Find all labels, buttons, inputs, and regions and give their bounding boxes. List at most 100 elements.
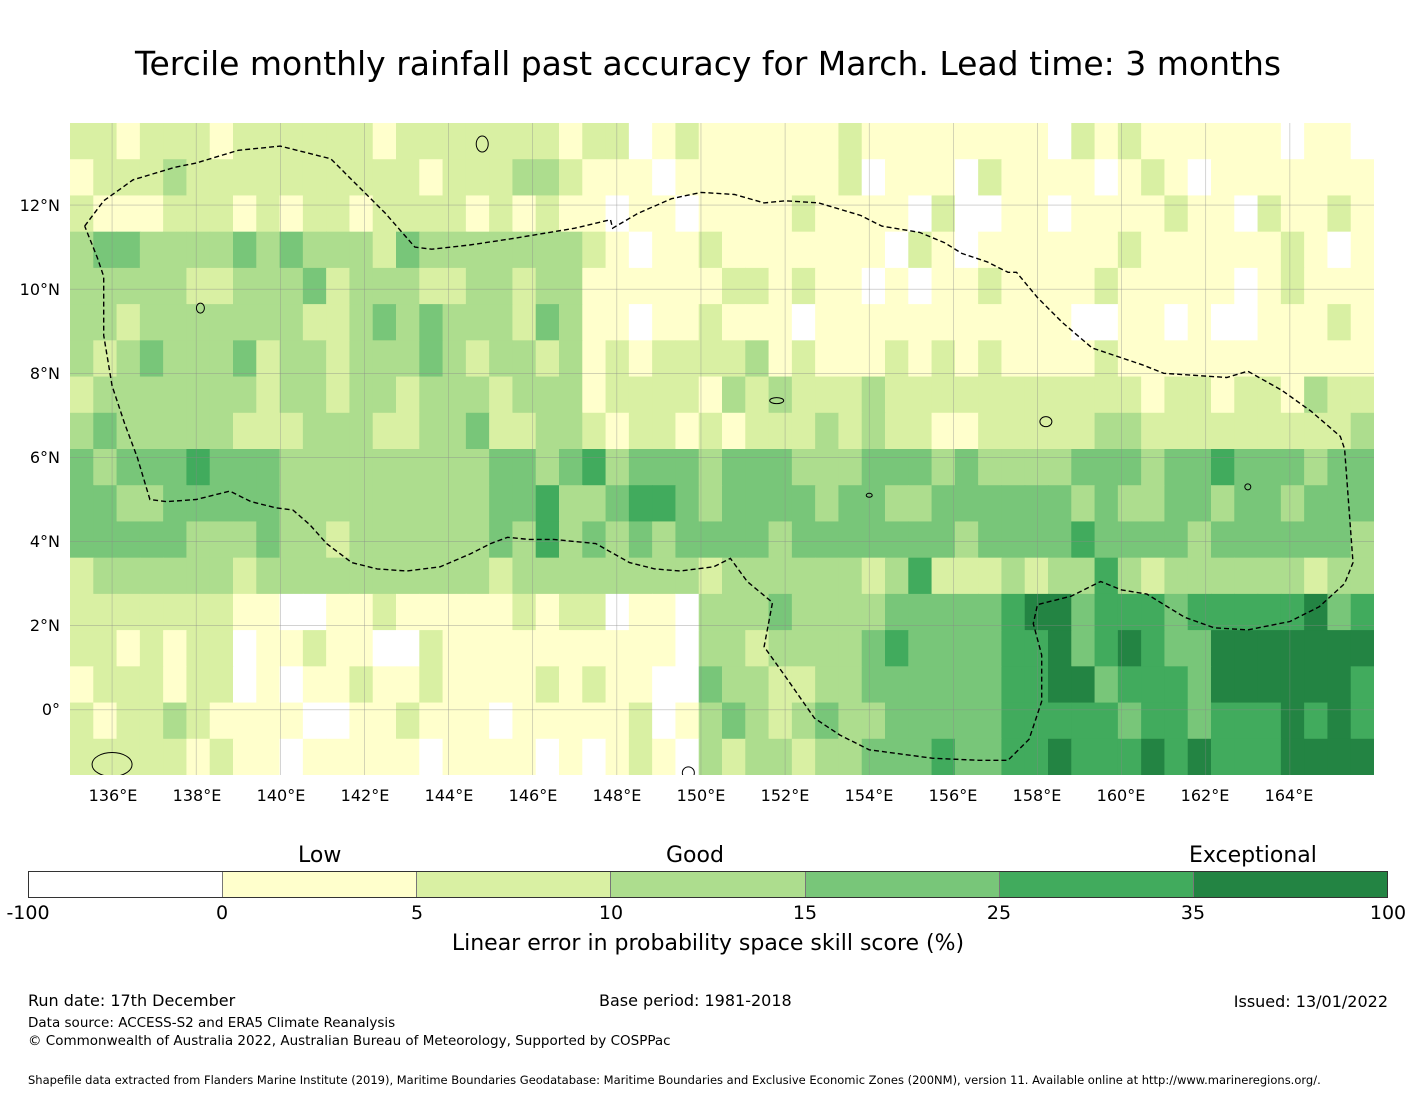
skill-cell — [582, 593, 607, 631]
skill-cell — [1141, 557, 1166, 595]
skill-cell — [302, 412, 327, 450]
skill-cell — [698, 666, 723, 704]
skill-cell — [93, 340, 118, 378]
skill-cell — [186, 738, 211, 775]
skill-cell — [652, 195, 677, 233]
skill-cell — [209, 412, 234, 450]
skill-cell — [559, 304, 583, 341]
skill-cell — [1234, 231, 1259, 269]
skill-cell — [722, 304, 746, 341]
skill-cell — [209, 304, 234, 341]
skill-cell — [1187, 231, 1212, 269]
skill-cell — [605, 593, 630, 631]
skill-cell — [116, 630, 141, 667]
colorbar-bin — [805, 872, 1000, 897]
skill-cell — [1350, 521, 1374, 559]
skill-cell — [605, 123, 630, 160]
skill-cell — [698, 557, 723, 595]
skill-cell — [1024, 666, 1049, 704]
skill-cell — [908, 267, 933, 305]
skill-cell — [1327, 738, 1352, 775]
skill-cell — [163, 449, 188, 486]
skill-cell — [582, 159, 607, 197]
skill-cell — [1234, 630, 1259, 667]
skill-cell — [628, 702, 653, 740]
skill-cell — [442, 304, 467, 341]
skill-cell — [93, 630, 118, 667]
lon-label: 138°E — [172, 786, 222, 805]
skill-cell — [186, 557, 211, 595]
skill-cell — [349, 449, 374, 486]
skill-cell — [442, 340, 467, 378]
skill-cell — [1187, 159, 1212, 197]
skill-cell — [605, 630, 630, 667]
skill-cell — [1327, 557, 1352, 595]
skill-cell — [1024, 195, 1049, 233]
skill-cell — [1024, 123, 1049, 160]
skill-cell — [698, 412, 723, 450]
skill-cell — [302, 738, 327, 775]
skill-cell — [1048, 195, 1072, 233]
skill-cell — [535, 557, 560, 595]
skill-cell — [1211, 304, 1235, 341]
skill-cell — [698, 123, 723, 160]
skill-cell — [722, 412, 746, 450]
skill-cell — [652, 702, 677, 740]
skill-cell — [70, 738, 94, 775]
skill-cell — [256, 123, 281, 160]
skill-cell — [582, 702, 607, 740]
skill-cell — [535, 123, 560, 160]
skill-cell — [1048, 630, 1072, 667]
skill-cell — [256, 412, 281, 450]
skill-cell — [1117, 702, 1142, 740]
skill-cell — [116, 412, 141, 450]
skill-cell — [1048, 304, 1072, 341]
skill-cell — [768, 159, 793, 197]
colorbar-tick: -100 — [6, 902, 50, 924]
skill-cell — [1327, 195, 1352, 233]
skill-cell — [465, 666, 490, 704]
skill-cell — [1187, 449, 1212, 486]
skill-cell — [559, 267, 583, 305]
skill-cell — [838, 557, 863, 595]
issued-date: Issued: 13/01/2022 — [1233, 992, 1388, 1011]
lon-label: 156°E — [928, 786, 978, 805]
skill-cell — [559, 485, 583, 523]
colorbar-bin — [611, 872, 806, 897]
skill-cell — [279, 557, 304, 595]
skill-cell — [838, 738, 863, 775]
skill-cell — [1094, 738, 1119, 775]
skill-cell — [535, 267, 560, 305]
skill-cell — [605, 666, 630, 704]
skill-cell — [1327, 231, 1352, 269]
skill-cell — [978, 267, 1003, 305]
skill-cell — [512, 412, 537, 450]
skill-cell — [326, 304, 351, 341]
skill-cell — [1304, 195, 1329, 233]
skill-cell — [1234, 376, 1259, 414]
skill-cell — [1304, 231, 1329, 269]
skill-cell — [535, 376, 560, 414]
skill-cell — [1024, 412, 1049, 450]
skill-cell — [628, 376, 653, 414]
skill-cell — [326, 267, 351, 305]
skill-cell — [815, 630, 840, 667]
skill-cell — [186, 412, 211, 450]
skill-cell — [372, 557, 397, 595]
skill-cell — [931, 412, 956, 450]
skill-cell — [559, 340, 583, 378]
colorbar-tick: 15 — [792, 902, 818, 924]
skill-cell — [791, 666, 816, 704]
skill-cell — [512, 159, 537, 197]
skill-cell — [70, 304, 94, 341]
skill-cell — [326, 231, 351, 269]
skill-cell — [1141, 449, 1166, 486]
skill-cell — [1001, 738, 1026, 775]
skill-cell — [559, 666, 583, 704]
skill-cell — [396, 123, 420, 160]
skill-cell — [209, 666, 234, 704]
skill-cell — [722, 231, 746, 269]
colorbar-low-label: Low — [298, 843, 342, 868]
skill-cell — [233, 195, 257, 233]
skill-cell — [396, 449, 420, 486]
